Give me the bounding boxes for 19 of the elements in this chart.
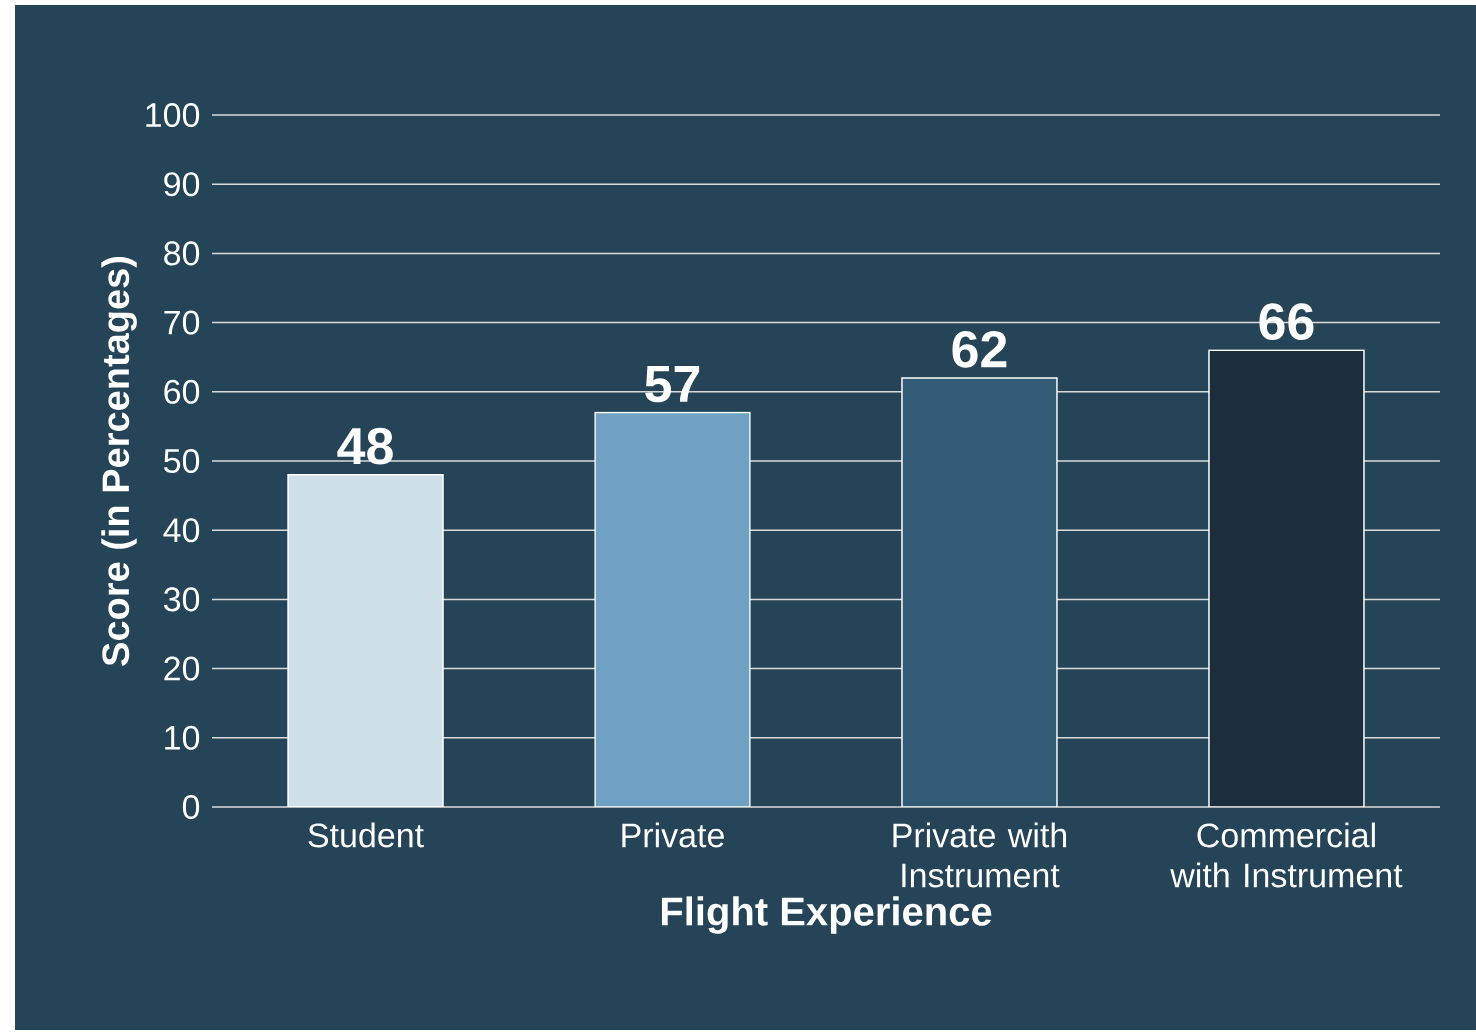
y-axis-title: Score (in Percentages) [101,257,137,666]
x-axis-title: Flight Experience [661,896,992,934]
y-tick-label: 80 [164,241,200,266]
y-tick-label: 70 [164,310,200,335]
y-tick-label: 100 [146,102,200,128]
x-tick-label: Private [622,822,724,848]
y-tick-label: 30 [163,587,200,612]
x-tick-label: Private with Instrument [893,822,1067,888]
data-label: 48 [337,427,393,465]
y-tick-label: 0 [182,794,200,820]
y-tick-label: 20 [164,656,200,681]
y-tick-label: 60 [164,379,200,404]
x-tick-label: Commercial with Instrument [1170,822,1403,888]
y-tick-label: 40 [163,518,200,543]
data-label: 62 [952,330,1007,368]
x-tick-label: Student [308,822,424,848]
y-tick-label: 10 [165,725,200,750]
y-tick-label: 90 [164,172,200,197]
y-tick-label: 50 [164,448,200,474]
